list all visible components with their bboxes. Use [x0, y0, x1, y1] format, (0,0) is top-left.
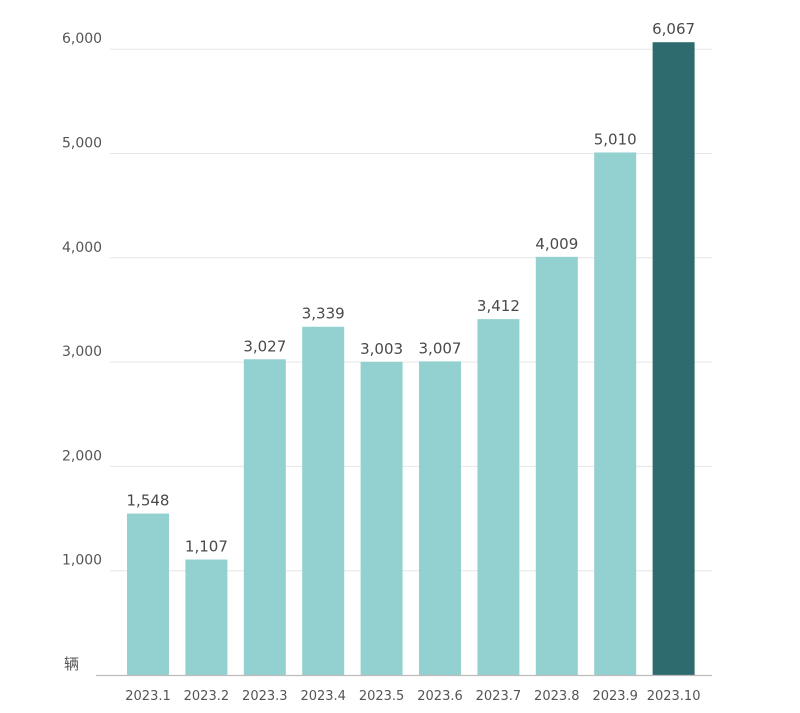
data-label: 5,010 [594, 130, 637, 148]
x-tick-label: 2023.2 [184, 689, 230, 704]
bar [243, 359, 286, 675]
bar [477, 319, 520, 675]
bars [127, 42, 695, 675]
x-tick-label: 2023.6 [417, 689, 463, 704]
data-label: 6,067 [652, 20, 695, 38]
x-tick-label: 2023.1 [125, 689, 171, 704]
bar [419, 361, 461, 675]
x-tick-label: 2023.5 [359, 689, 405, 704]
data-label: 3,339 [302, 305, 345, 323]
bar [302, 326, 345, 675]
y-tick-label: 6,000 [62, 31, 102, 47]
data-label: 3,007 [419, 339, 462, 357]
data-label: 3,027 [243, 337, 286, 355]
bar [185, 559, 228, 675]
y-tick-label: 4,000 [62, 240, 102, 256]
x-tick-label: 2023.7 [476, 689, 522, 704]
data-label: 1,107 [185, 538, 228, 556]
bar [594, 152, 637, 675]
y-tick-label: 3,000 [62, 344, 102, 360]
y-axis-ticks: 1,000 2,000 3,000 4,000 5,000 6,000 [62, 31, 102, 569]
bar [535, 256, 578, 675]
bar [652, 42, 695, 675]
data-label: 4,009 [535, 235, 578, 253]
y-tick-label: 1,000 [62, 553, 102, 569]
bar [127, 513, 169, 675]
data-label: 1,548 [127, 492, 170, 510]
x-tick-label: 2023.4 [300, 689, 346, 704]
x-tick-label: 2023.3 [242, 689, 288, 704]
y-unit-label: 辆 [64, 655, 79, 673]
data-labels: 1,548 1,107 3,027 3,339 3,003 3,007 3,412 4,009… [127, 20, 696, 555]
data-label: 3,412 [477, 297, 520, 315]
y-tick-label: 5,000 [62, 136, 102, 152]
x-tick-label: 2023.9 [592, 689, 638, 704]
bar [360, 361, 403, 675]
x-axis-categories: 2023.1 2023.2 2023.3 2023.4 2023.5 2023.6 2023… [125, 689, 700, 704]
x-tick-label: 2023.8 [534, 689, 580, 704]
x-tick-label: 2023.10 [647, 689, 701, 704]
y-tick-label: 2,000 [62, 448, 102, 464]
data-label: 3,003 [360, 340, 403, 358]
